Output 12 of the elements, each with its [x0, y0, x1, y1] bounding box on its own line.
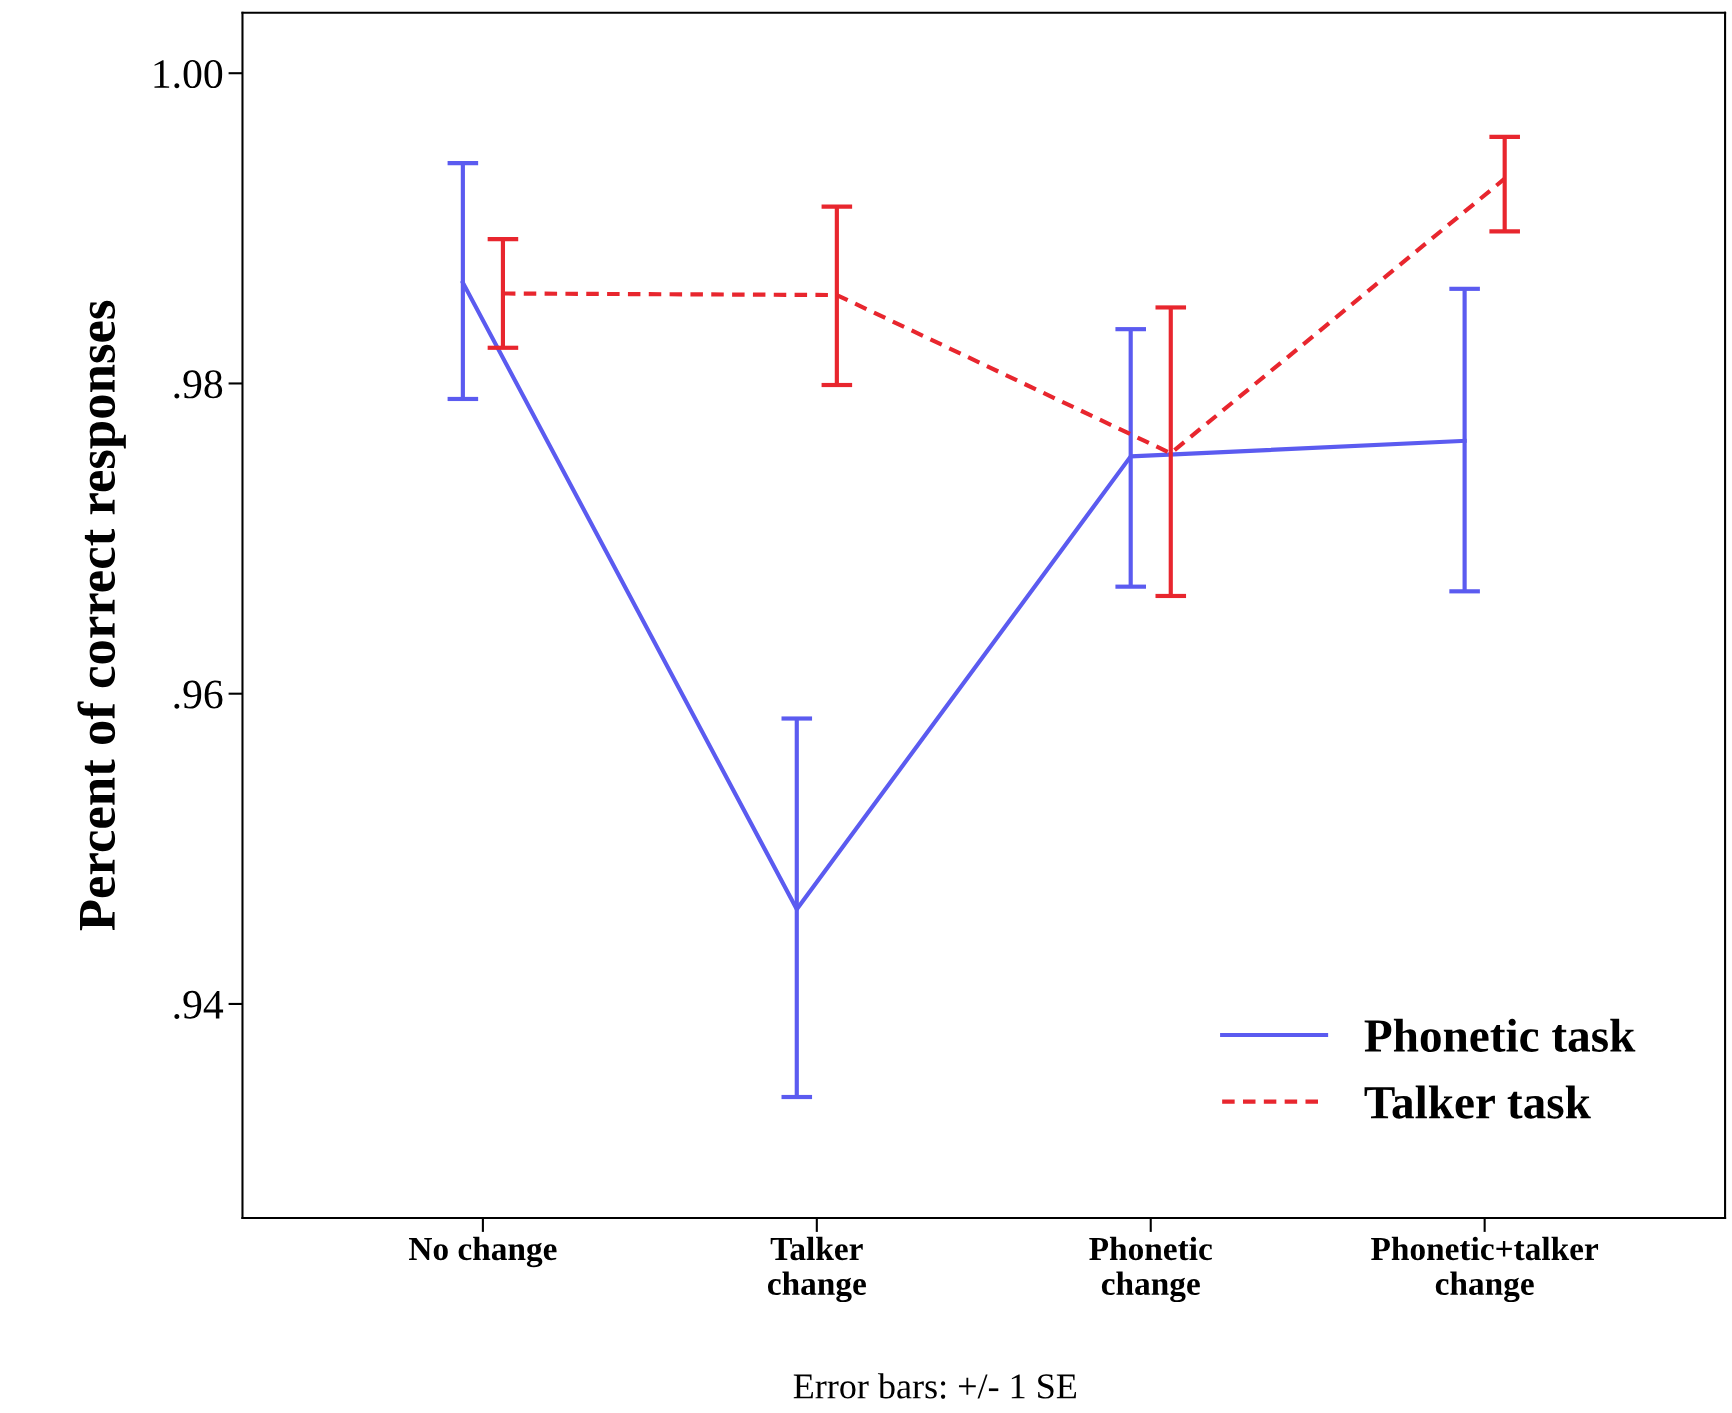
y-tick-label: 1.00	[154, 59, 223, 89]
legend-label: Phonetic task	[1364, 1018, 1636, 1052]
y-tick-label: .94	[174, 990, 224, 1019]
x-tick-label: Phonetic change	[1089, 1236, 1212, 1303]
legend-label: Talker task	[1364, 1085, 1591, 1119]
y-tick-label: .98	[174, 370, 223, 399]
x-tick-label: Phonetic+talker change	[1371, 1236, 1599, 1303]
y-axis-title: Percent of correct responses	[77, 300, 126, 931]
x-tick-label: No change	[409, 1236, 557, 1268]
x-tick-label: Talker change	[767, 1236, 866, 1303]
y-tick-label: .96	[174, 680, 223, 709]
text: Error bars: +/- 1 SE	[793, 1373, 1077, 1399]
